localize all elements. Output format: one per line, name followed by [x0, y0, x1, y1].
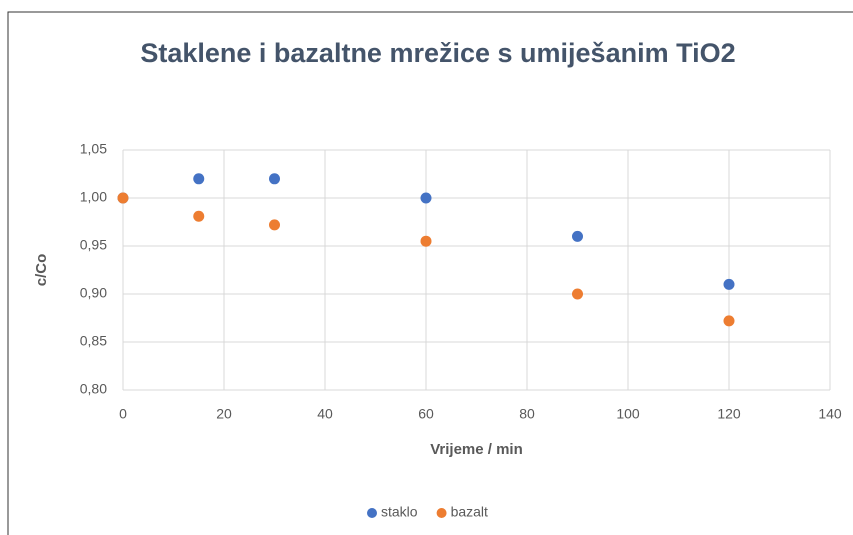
y-tick-label: 1,00 — [80, 189, 107, 205]
x-tick-label: 0 — [119, 406, 127, 422]
data-point — [117, 192, 129, 204]
data-point — [572, 230, 583, 242]
data-point — [420, 192, 432, 204]
data-point — [723, 278, 735, 290]
x-axis-title: Vrijeme / min — [430, 441, 523, 458]
chart-title: Staklene i bazaltne mrežice s umiješanim… — [140, 38, 736, 68]
legend-label: bazalt — [451, 504, 488, 520]
data-point — [269, 173, 280, 185]
data-point — [723, 315, 735, 327]
y-tick-label: 0,85 — [80, 333, 107, 349]
x-tick-label: 80 — [519, 406, 535, 422]
data-point — [193, 173, 205, 185]
y-axis-title: c/Co — [33, 254, 50, 287]
y-tick-label: 1,05 — [80, 141, 107, 157]
x-tick-label: 60 — [418, 406, 434, 422]
x-tick-label: 140 — [818, 406, 842, 422]
legend-label: staklo — [381, 504, 418, 520]
y-tick-label: 0,95 — [80, 237, 107, 253]
x-tick-label: 120 — [717, 406, 741, 422]
data-point — [269, 219, 280, 231]
x-tick-label: 20 — [216, 406, 232, 422]
data-point — [572, 288, 583, 300]
data-point — [420, 235, 432, 247]
legend-marker — [436, 508, 447, 518]
data-point — [193, 210, 205, 222]
legend-marker — [367, 508, 377, 518]
x-tick-label: 40 — [317, 406, 333, 422]
chart-border — [7, 11, 853, 535]
y-tick-label: 0,80 — [80, 381, 107, 397]
x-tick-label: 100 — [616, 406, 640, 422]
y-tick-label: 0,90 — [80, 285, 107, 301]
